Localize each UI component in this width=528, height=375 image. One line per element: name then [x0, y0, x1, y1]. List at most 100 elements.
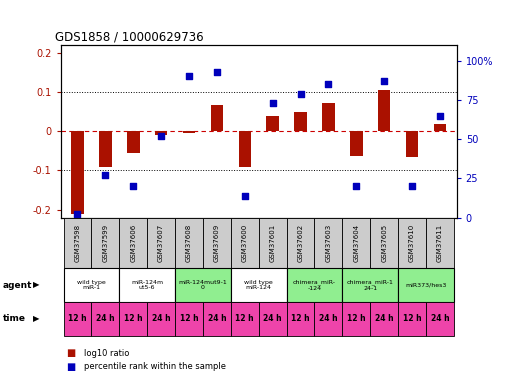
Point: [213, 69, 221, 75]
Point: [436, 112, 444, 118]
Bar: [398, 268, 454, 302]
Text: miR-124mut9-1
0: miR-124mut9-1 0: [178, 280, 228, 290]
Text: GSM37608: GSM37608: [186, 224, 192, 262]
Point: [268, 100, 277, 106]
Text: agent: agent: [3, 280, 32, 290]
Bar: [259, 217, 287, 268]
Point: [73, 211, 82, 217]
Bar: [315, 302, 342, 336]
Text: 24 h: 24 h: [319, 314, 338, 323]
Text: 24 h: 24 h: [152, 314, 171, 323]
Text: 12 h: 12 h: [291, 314, 310, 323]
Bar: [147, 217, 175, 268]
Text: miR-124m
ut5-6: miR-124m ut5-6: [131, 280, 163, 290]
Bar: [203, 217, 231, 268]
Bar: [119, 302, 147, 336]
Text: chimera_miR-
-124: chimera_miR- -124: [293, 279, 336, 291]
Bar: [231, 217, 259, 268]
Point: [324, 81, 333, 87]
Bar: [63, 268, 119, 302]
Bar: [231, 268, 287, 302]
Bar: [342, 268, 398, 302]
Point: [241, 192, 249, 198]
Text: 24 h: 24 h: [375, 314, 393, 323]
Bar: [294, 112, 307, 131]
Bar: [287, 217, 315, 268]
Bar: [231, 302, 259, 336]
Point: [408, 183, 416, 189]
Text: GSM37611: GSM37611: [437, 224, 443, 262]
Text: GSM37609: GSM37609: [214, 224, 220, 262]
Text: GSM37601: GSM37601: [270, 224, 276, 262]
Text: GSM37599: GSM37599: [102, 224, 108, 262]
Text: 24 h: 24 h: [263, 314, 282, 323]
Bar: [370, 302, 398, 336]
Text: wild type
miR-124: wild type miR-124: [244, 280, 273, 290]
Bar: [350, 131, 363, 156]
Bar: [211, 105, 223, 131]
Bar: [91, 217, 119, 268]
Point: [129, 183, 137, 189]
Text: GSM37598: GSM37598: [74, 224, 80, 262]
Bar: [426, 217, 454, 268]
Bar: [127, 131, 139, 153]
Bar: [406, 131, 418, 157]
Bar: [175, 268, 231, 302]
Bar: [239, 131, 251, 166]
Text: 12 h: 12 h: [68, 314, 87, 323]
Point: [380, 78, 389, 84]
Bar: [119, 217, 147, 268]
Bar: [426, 302, 454, 336]
Point: [185, 74, 193, 80]
Bar: [99, 131, 111, 166]
Text: GSM37605: GSM37605: [381, 224, 387, 262]
Bar: [175, 217, 203, 268]
Bar: [267, 116, 279, 131]
Bar: [370, 217, 398, 268]
Text: 12 h: 12 h: [235, 314, 254, 323]
Text: 12 h: 12 h: [403, 314, 421, 323]
Bar: [398, 302, 426, 336]
Text: log10 ratio: log10 ratio: [84, 349, 130, 358]
Text: GSM37603: GSM37603: [325, 224, 332, 262]
Point: [352, 183, 361, 189]
Text: percentile rank within the sample: percentile rank within the sample: [84, 362, 227, 371]
Bar: [91, 302, 119, 336]
Bar: [342, 302, 370, 336]
Bar: [287, 302, 315, 336]
Text: ▶: ▶: [33, 314, 40, 323]
Point: [157, 133, 165, 139]
Text: 12 h: 12 h: [180, 314, 199, 323]
Text: wild type
miR-1: wild type miR-1: [77, 280, 106, 290]
Text: 24 h: 24 h: [96, 314, 115, 323]
Bar: [63, 302, 91, 336]
Text: GSM37602: GSM37602: [298, 224, 304, 262]
Text: GDS1858 / 10000629736: GDS1858 / 10000629736: [55, 30, 204, 43]
Bar: [183, 131, 195, 133]
Bar: [378, 90, 391, 131]
Bar: [63, 217, 91, 268]
Bar: [433, 124, 446, 131]
Bar: [119, 268, 175, 302]
Text: 24 h: 24 h: [208, 314, 226, 323]
Text: ▶: ▶: [33, 280, 40, 290]
Bar: [259, 302, 287, 336]
Point: [101, 172, 110, 178]
Bar: [398, 217, 426, 268]
Bar: [203, 302, 231, 336]
Text: ■: ■: [66, 348, 76, 358]
Bar: [175, 302, 203, 336]
Text: miR373/hes3: miR373/hes3: [406, 282, 447, 288]
Text: 24 h: 24 h: [431, 314, 449, 323]
Text: chimera_miR-1
24-1: chimera_miR-1 24-1: [347, 279, 394, 291]
Text: GSM37607: GSM37607: [158, 224, 164, 262]
Bar: [155, 131, 167, 135]
Text: time: time: [3, 314, 26, 323]
Text: GSM37610: GSM37610: [409, 224, 415, 262]
Point: [296, 91, 305, 97]
Text: GSM37606: GSM37606: [130, 224, 136, 262]
Text: ■: ■: [66, 362, 76, 372]
Text: GSM37600: GSM37600: [242, 224, 248, 262]
Bar: [322, 103, 335, 131]
Bar: [147, 302, 175, 336]
